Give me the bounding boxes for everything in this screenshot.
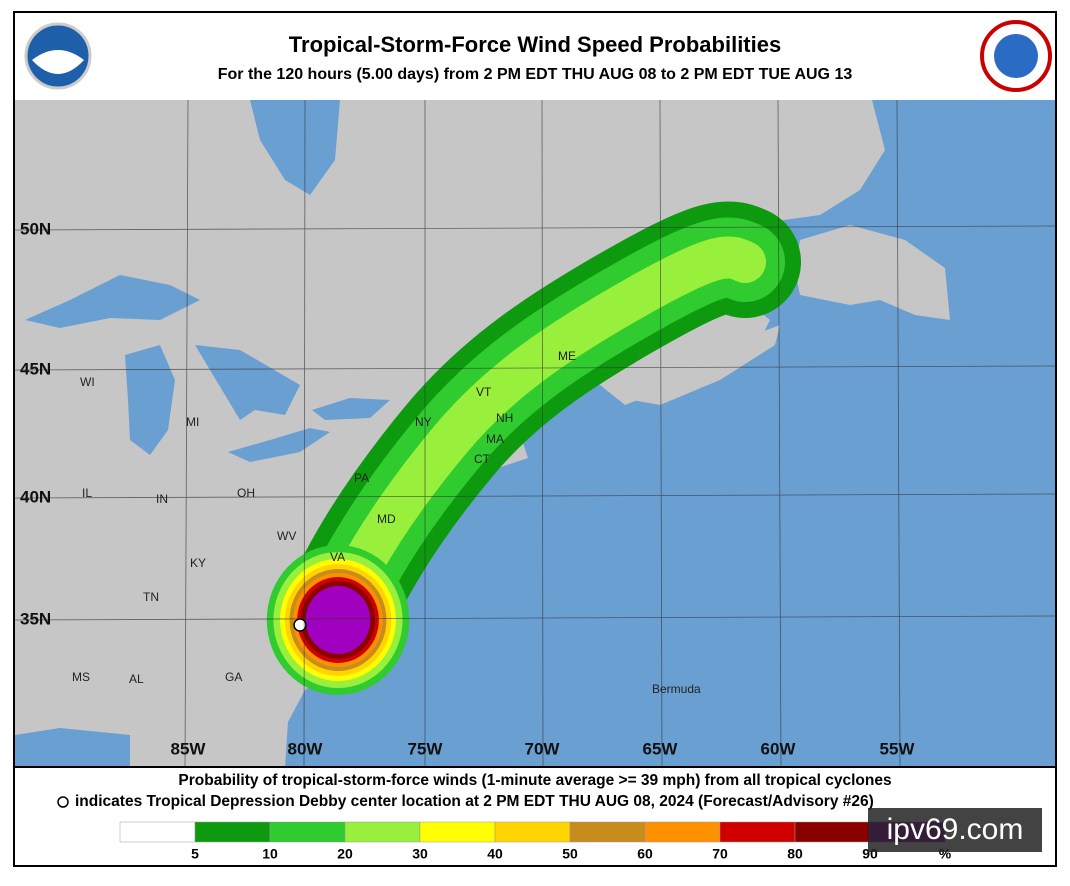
place-label: ME xyxy=(558,349,576,363)
graticule xyxy=(14,99,1056,768)
lat-label: 40N xyxy=(20,487,51,506)
lake-superior xyxy=(25,275,200,328)
lon-line xyxy=(303,99,306,768)
nova-scotia xyxy=(632,325,780,405)
legend-swatch xyxy=(194,821,271,843)
place-label: MS xyxy=(72,670,90,684)
legend-label: 10 xyxy=(262,846,278,862)
watermark-box xyxy=(868,808,1042,852)
center-symbol xyxy=(57,796,69,808)
place-label: NH xyxy=(496,411,513,425)
place-label: VA xyxy=(330,550,345,564)
place-label: KY xyxy=(190,556,206,570)
title: Tropical-Storm-Force Wind Speed Probabil… xyxy=(289,32,781,57)
noaa-logo-bird xyxy=(32,50,84,74)
legend-label: 20 xyxy=(337,846,353,862)
lat-line xyxy=(14,365,1056,371)
legend-label: 5 xyxy=(191,846,199,862)
lon-label: 75W xyxy=(408,739,444,758)
footer-line: Probability of tropical-storm-force wind… xyxy=(178,772,891,789)
place-label: IN xyxy=(156,492,168,506)
place-label: Bermuda xyxy=(652,682,701,696)
legend-label: 30 xyxy=(412,846,428,862)
lon-line xyxy=(541,99,544,768)
legend-swatch xyxy=(344,821,421,843)
lake-ontario xyxy=(312,398,390,420)
swath-band xyxy=(314,236,766,641)
legend-label: 50 xyxy=(562,846,578,862)
footer-line: indicates Tropical Depression Debby cent… xyxy=(75,793,874,810)
lat-line xyxy=(14,225,1056,231)
legend-label: 80 xyxy=(787,846,803,862)
lat-label: 45N xyxy=(20,359,51,378)
place-label: MI xyxy=(186,415,199,429)
legend-swatch xyxy=(119,821,196,843)
lon-line xyxy=(777,99,782,768)
legend-swatch xyxy=(419,821,496,843)
place-label: AL xyxy=(129,672,144,686)
lat-label: 35N xyxy=(20,609,51,628)
legend-swatch xyxy=(794,821,871,843)
legend-label: 70 xyxy=(712,846,728,862)
subtitle: For the 120 hours (5.00 days) from 2 PM … xyxy=(218,66,853,83)
place-label: MA xyxy=(486,432,504,446)
lake-huron xyxy=(195,345,300,420)
lat-line xyxy=(14,615,1056,621)
lon-line xyxy=(659,99,663,768)
place-label: OH xyxy=(237,486,255,500)
lon-label: 60W xyxy=(761,739,797,758)
place-label: GA xyxy=(225,670,242,684)
legend-swatch xyxy=(494,821,571,843)
probability-swath xyxy=(266,201,801,695)
place-label: CT xyxy=(474,452,491,466)
place-label: VT xyxy=(476,385,492,399)
legend-swatch xyxy=(569,821,646,843)
place-label: WV xyxy=(277,529,296,543)
legend-swatch xyxy=(644,821,721,843)
watermark: ipv69.com xyxy=(887,813,1024,846)
lon-label: 70W xyxy=(525,739,561,758)
place-label: WI xyxy=(80,375,95,389)
nws-logo-center xyxy=(994,34,1038,78)
lon-label: 85W xyxy=(171,739,207,758)
lon-label: 65W xyxy=(643,739,679,758)
newfoundland xyxy=(795,225,950,320)
legend-label: 40 xyxy=(487,846,503,862)
legend-label: 60 xyxy=(637,846,653,862)
place-label: MD xyxy=(377,512,396,526)
lat-label: 50N xyxy=(20,219,51,238)
hudson-bay xyxy=(250,100,340,195)
lon-label: 80W xyxy=(288,739,324,758)
legend-swatch xyxy=(719,821,796,843)
map: 50N 45N 40N 35N 85W 80W 75W 70W 65W 60W … xyxy=(14,99,1056,768)
lon-label: 55W xyxy=(880,739,916,758)
place-label: PA xyxy=(354,471,369,485)
swath-core xyxy=(305,586,371,654)
place-label: IL xyxy=(82,486,92,500)
lat-line xyxy=(14,493,1056,499)
legend-swatch xyxy=(269,821,346,843)
lake-michigan xyxy=(125,345,175,455)
place-label: TN xyxy=(143,590,159,604)
lon-line xyxy=(896,99,901,768)
place-label: NY xyxy=(415,415,432,429)
lon-line xyxy=(184,99,189,768)
legend: 5 10 20 30 40 50 60 70 80 90% xyxy=(119,821,952,862)
